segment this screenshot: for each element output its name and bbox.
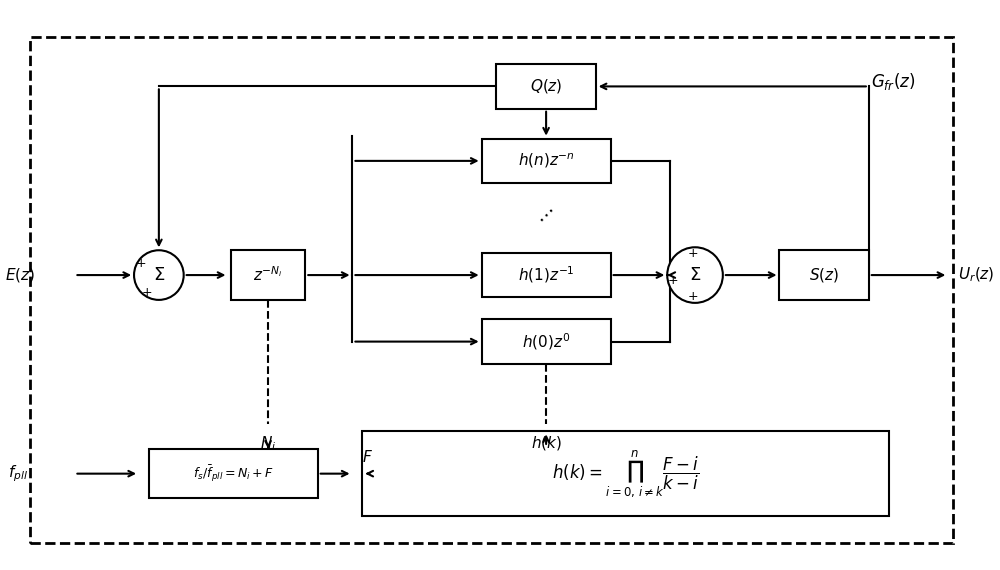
Text: $h(k) = \prod_{i=0,\, i \neq k}^{n} \dfrac{F-i}{k-i}$: $h(k) = \prod_{i=0,\, i \neq k}^{n} \dfr… xyxy=(552,449,699,499)
Text: $Q(z)$: $Q(z)$ xyxy=(530,78,562,95)
FancyBboxPatch shape xyxy=(779,250,869,300)
FancyBboxPatch shape xyxy=(496,64,596,109)
Text: $N_i$: $N_i$ xyxy=(260,434,276,453)
Text: $f_s/\bar{f}_{pll}=N_i+F$: $f_s/\bar{f}_{pll}=N_i+F$ xyxy=(193,463,274,484)
Text: $z^{-N_i}$: $z^{-N_i}$ xyxy=(253,266,283,284)
Text: +: + xyxy=(688,291,698,303)
Text: +: + xyxy=(136,256,146,270)
FancyBboxPatch shape xyxy=(149,449,318,499)
Text: $U_r(z)$: $U_r(z)$ xyxy=(958,266,995,284)
Text: $h(n)z^{-n}$: $h(n)z^{-n}$ xyxy=(518,152,575,170)
Circle shape xyxy=(134,250,184,300)
Text: $\Sigma$: $\Sigma$ xyxy=(689,266,701,284)
Circle shape xyxy=(667,247,723,303)
Text: $h(k)$: $h(k)$ xyxy=(531,434,562,452)
Text: $E(z)$: $E(z)$ xyxy=(5,266,35,284)
Text: $\Sigma$: $\Sigma$ xyxy=(153,266,165,284)
Text: $S(z)$: $S(z)$ xyxy=(809,266,839,284)
FancyBboxPatch shape xyxy=(482,253,611,298)
FancyBboxPatch shape xyxy=(482,139,611,183)
FancyBboxPatch shape xyxy=(362,431,889,516)
Text: +: + xyxy=(688,247,698,260)
Text: $h(0)z^{0}$: $h(0)z^{0}$ xyxy=(522,331,570,352)
Text: $\cdots$: $\cdots$ xyxy=(533,202,560,229)
Text: +: + xyxy=(668,274,679,287)
Text: $h(1)z^{-1}$: $h(1)z^{-1}$ xyxy=(518,264,574,286)
Text: +: + xyxy=(142,287,152,299)
FancyBboxPatch shape xyxy=(482,319,611,364)
Text: $f_{pll}$: $f_{pll}$ xyxy=(8,463,28,484)
Text: $G_{fr}(z)$: $G_{fr}(z)$ xyxy=(871,71,916,92)
Text: $F$: $F$ xyxy=(362,449,373,465)
FancyBboxPatch shape xyxy=(231,250,305,300)
